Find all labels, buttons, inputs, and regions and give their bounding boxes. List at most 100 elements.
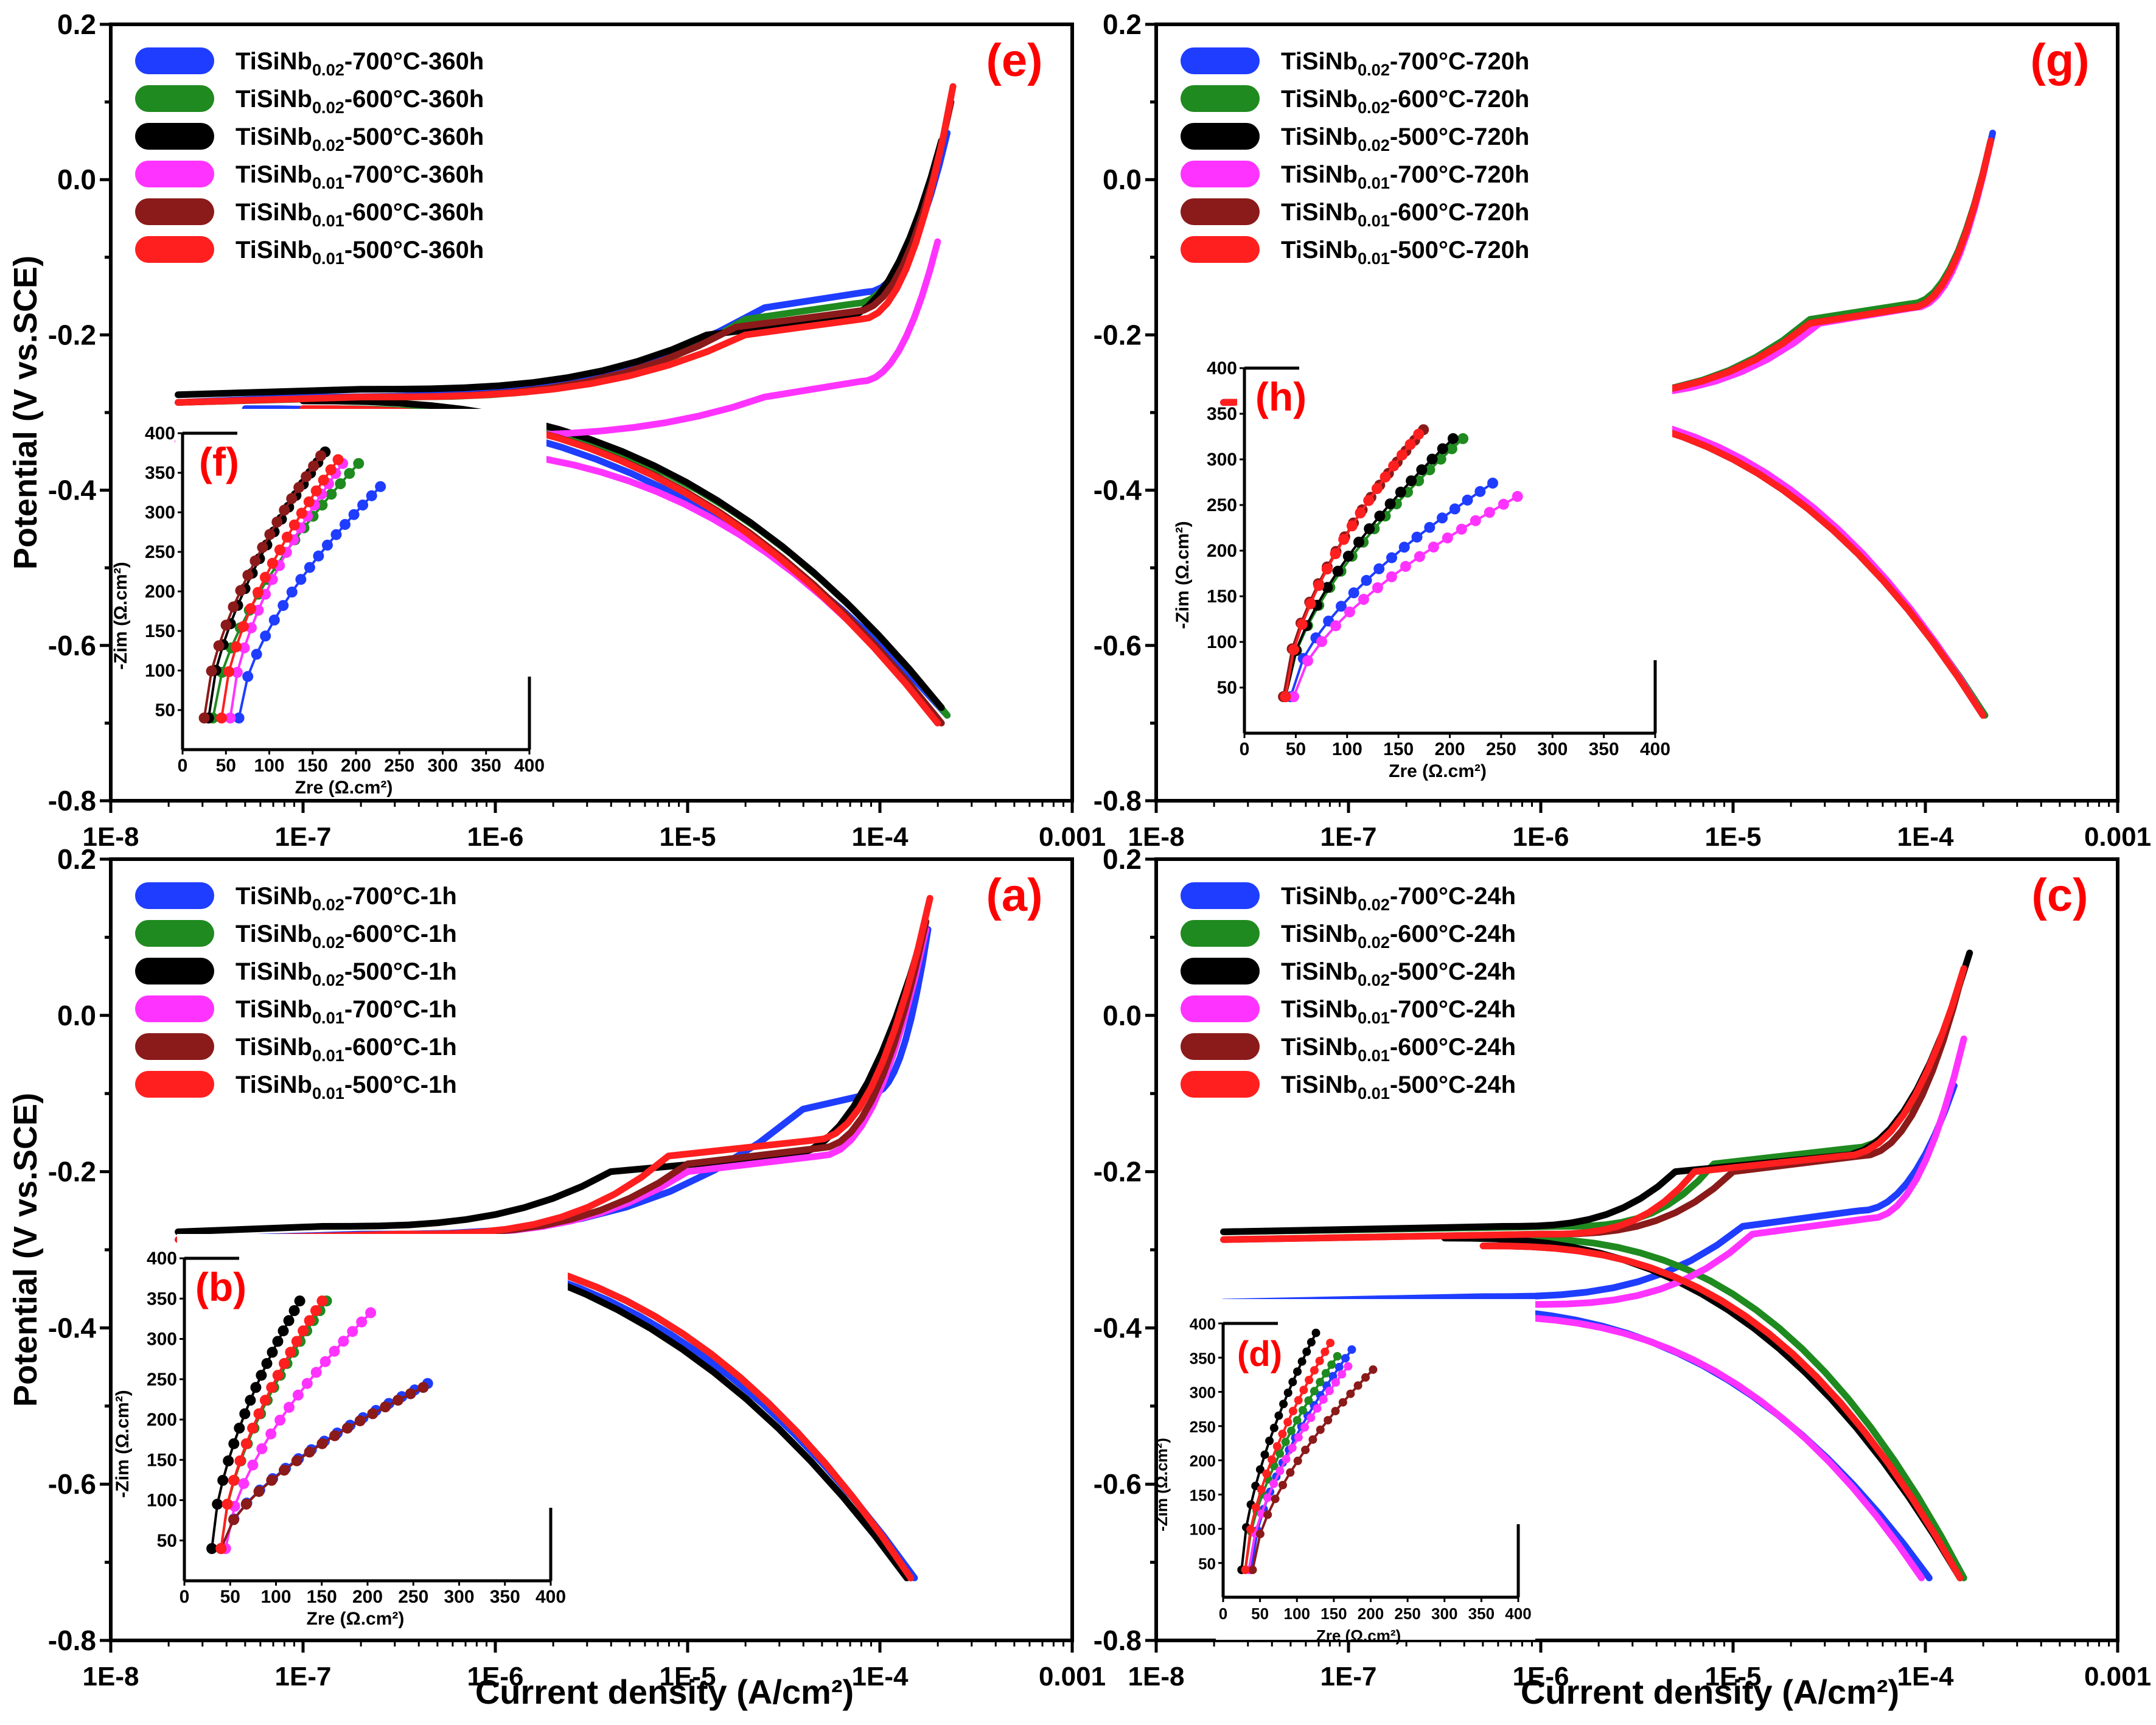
nyquist-point xyxy=(247,1423,259,1434)
nyquist-point xyxy=(267,1347,278,1358)
inset-y-tick-label: 150 xyxy=(1190,1486,1216,1504)
nyquist-point xyxy=(267,557,278,569)
nyquist-point xyxy=(1288,691,1299,702)
legend-text-base: TiSiNb xyxy=(235,86,312,113)
nyquist-point xyxy=(213,640,225,652)
y-tick-label: -0.6 xyxy=(48,630,96,661)
nyquist-point xyxy=(1269,1479,1279,1488)
inset-y-label: -Zim (Ω.cm²) xyxy=(111,562,131,669)
nyquist-point xyxy=(330,529,342,540)
y-tick-label: -0.2 xyxy=(1094,1156,1142,1188)
nyquist-point xyxy=(1361,1373,1370,1382)
inset-y-tick-label: 400 xyxy=(1190,1315,1216,1333)
y-tick-label: -0.2 xyxy=(48,1156,96,1188)
legend-text-suffix: -700°C-720h xyxy=(1390,48,1529,75)
nyquist-point xyxy=(1437,512,1448,524)
nyquist-point xyxy=(1330,620,1341,632)
legend-text-base: TiSiNb xyxy=(235,199,312,226)
nyquist-point xyxy=(233,713,245,723)
inset-g: 0 50 100 150 200 250 300 350 400 50 100 150 200 250 30… xyxy=(1173,344,1672,781)
nyquist-point xyxy=(279,1465,290,1476)
nyquist-point xyxy=(380,1401,391,1413)
nyquist-point xyxy=(228,1514,239,1525)
nyquist-point xyxy=(260,630,271,642)
legend-swatch xyxy=(1181,1071,1260,1098)
nyquist-point xyxy=(1449,503,1460,515)
legend-text-suffix: -500°C-1h xyxy=(344,1072,457,1098)
y-tick-label: 0.2 xyxy=(1103,9,1142,40)
legend-text-suffix: -600°C-1h xyxy=(344,1034,457,1061)
nyquist-point xyxy=(265,1428,277,1440)
nyquist-point xyxy=(1470,515,1481,526)
anodic-curve-3 xyxy=(175,926,928,1235)
nyquist-point xyxy=(247,1459,259,1471)
inset-x-tick-label: 0 xyxy=(178,756,188,776)
legend-text: TiSiNb0.01-500°C-360h xyxy=(235,237,484,268)
legend-text: TiSiNb0.02-600°C-1h xyxy=(235,921,457,952)
legend-text-base: TiSiNb xyxy=(235,1034,312,1061)
legend-text-subscript: 0.01 xyxy=(1358,1046,1390,1065)
x-tick-label: 1E-6 xyxy=(467,1662,524,1692)
nyquist-point xyxy=(1305,598,1316,610)
inset-x-tick-label: 200 xyxy=(1434,739,1465,759)
inset-x-tick-label: 150 xyxy=(1383,739,1414,759)
nyquist-point xyxy=(1255,1465,1265,1474)
nyquist-point xyxy=(206,1543,218,1554)
nyquist-point xyxy=(1322,582,1333,593)
legend-text-suffix: -600°C-1h xyxy=(344,921,457,947)
inset-x-tick-label: 400 xyxy=(1640,739,1670,759)
nyquist-point xyxy=(1334,1362,1344,1371)
legend-text: TiSiNb0.02-700°C-360h xyxy=(235,48,484,79)
nyquist-point xyxy=(293,482,305,493)
nyquist-point xyxy=(239,1408,251,1420)
anodic-curve-3 xyxy=(175,137,945,399)
inset-y-tick-label: 50 xyxy=(1217,678,1237,698)
nyquist-point xyxy=(316,1295,328,1307)
nyquist-point xyxy=(1316,1425,1325,1434)
inset-x-tick-label: 100 xyxy=(254,756,284,776)
inset-y-tick-label: 150 xyxy=(1207,587,1237,607)
inset-y-tick-label: 100 xyxy=(145,661,175,681)
anodic-curve-4 xyxy=(1220,1035,1967,1314)
legend-swatch xyxy=(135,995,214,1022)
nyquist-point xyxy=(250,1382,262,1393)
inset-x-tick-label: 200 xyxy=(352,1587,383,1607)
nyquist-point xyxy=(1331,1407,1340,1416)
x-tick-label: 1E-5 xyxy=(660,822,716,852)
inset-e: 0 50 100 150 200 250 300 350 400 50 100 150 200 250 30… xyxy=(111,409,546,798)
legend-text-subscript: 0.02 xyxy=(312,60,344,79)
nyquist-point xyxy=(257,542,268,553)
inset-y-label: -Zim (Ω.cm²) xyxy=(1173,521,1193,629)
panel-c: -0.8 -0.6 -0.4 -0.2 0.0 0.2 1E-8 1E-7 1E-6 1E-5 1E… xyxy=(1094,843,2151,1711)
nyquist-point xyxy=(1353,1381,1362,1390)
y-tick-label: 0.2 xyxy=(57,843,96,875)
x-axis-label: Current density (A/cm²) xyxy=(475,1673,854,1711)
nyquist-point xyxy=(322,539,333,551)
inset-x-tick-label: 150 xyxy=(298,756,328,776)
nyquist-point xyxy=(1293,1416,1302,1425)
nyquist-point xyxy=(234,1455,246,1466)
nyquist-point xyxy=(1512,490,1523,502)
legend-text-subscript: 0.02 xyxy=(312,98,344,117)
legend-swatch xyxy=(1181,47,1260,74)
nyquist-point xyxy=(1307,1337,1316,1347)
legend-text-base: TiSiNb xyxy=(235,1072,312,1098)
y-tick-label: -0.8 xyxy=(1094,785,1142,817)
panel-label: (a) xyxy=(986,869,1043,921)
inset-y-tick-label: 350 xyxy=(1190,1349,1216,1367)
y-tick-label: -0.2 xyxy=(1094,319,1142,350)
nyquist-point xyxy=(1364,523,1375,534)
legend-text-base: TiSiNb xyxy=(235,883,312,910)
legend-text-subscript: 0.01 xyxy=(312,249,344,268)
nyquist-point xyxy=(272,1336,284,1347)
legend-text-suffix: -500°C-360h xyxy=(344,124,484,150)
inset-y-tick-label: 250 xyxy=(1207,495,1237,515)
legend-text-base: TiSiNb xyxy=(1281,48,1358,75)
legend-text-base: TiSiNb xyxy=(1281,921,1358,947)
nyquist-point xyxy=(1257,1485,1266,1494)
legend-text-suffix: -700°C-1h xyxy=(344,883,457,910)
anodic-curve-1 xyxy=(1220,1082,1958,1306)
inset-panel-label: (b) xyxy=(195,1264,246,1309)
nyquist-point xyxy=(1327,1360,1336,1369)
inset-y-tick-label: 250 xyxy=(147,1370,177,1390)
